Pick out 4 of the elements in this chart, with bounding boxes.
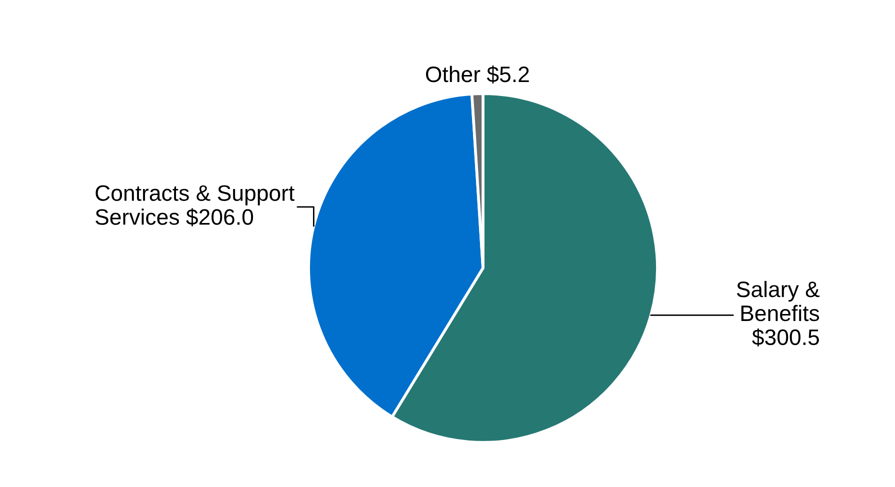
slice-label: Salary & Benefits <box>736 280 820 322</box>
slice-label: Other $5.2 <box>426 66 529 84</box>
data-label: $300.5 <box>752 328 819 346</box>
slice-label: Contracts & Support Services $206.0 <box>96 185 294 226</box>
